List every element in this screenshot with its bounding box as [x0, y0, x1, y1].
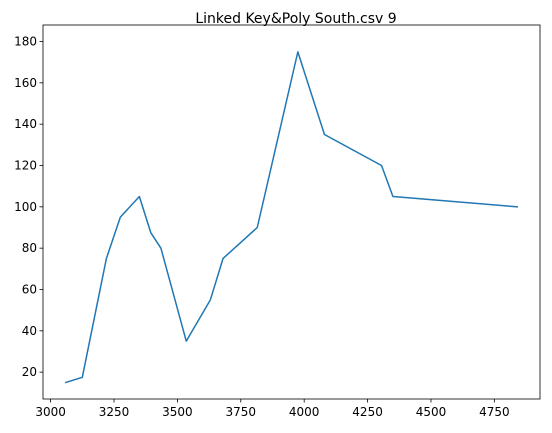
y-tick-label: 80	[22, 241, 37, 255]
plot-content	[66, 52, 517, 383]
y-tick-label: 180	[14, 35, 37, 49]
x-tick-label: 3500	[162, 405, 193, 419]
y-tick-label: 120	[14, 159, 37, 173]
x-tick-label: 3000	[35, 405, 66, 419]
x-axis: 3000 3250 3500 3750 4000 4250 4500 4750	[35, 399, 509, 419]
x-tick-label: 4250	[352, 405, 383, 419]
y-axis: 20 40 60 80 100 120 140 160 180	[14, 35, 43, 380]
y-tick-label: 60	[22, 282, 37, 296]
x-tick-label: 4750	[479, 405, 510, 419]
x-tick-label: 3250	[99, 405, 130, 419]
y-tick-label: 100	[14, 200, 37, 214]
y-tick-label: 140	[14, 117, 37, 131]
x-tick-label: 3750	[226, 405, 257, 419]
series-line-0	[66, 52, 517, 383]
y-tick-label: 40	[22, 324, 37, 338]
y-tick-label: 160	[14, 76, 37, 90]
x-tick-label: 4000	[289, 405, 320, 419]
x-tick-label: 4500	[416, 405, 447, 419]
y-tick-label: 20	[22, 365, 37, 379]
